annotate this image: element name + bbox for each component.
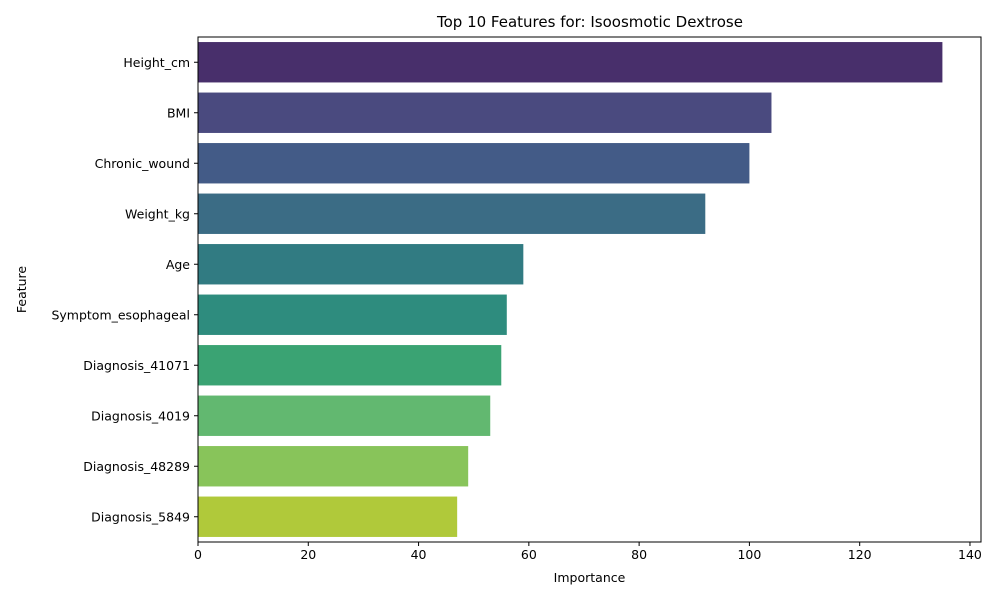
bar-diagnosis-48289 xyxy=(198,446,469,487)
y-axis-label: Feature xyxy=(14,266,29,314)
y-tick-label: Chronic_wound xyxy=(95,156,190,171)
x-tick-label: 60 xyxy=(521,547,537,562)
chart-title: Top 10 Features for: Isoosmotic Dextrose xyxy=(436,13,743,31)
y-tick-label: Height_cm xyxy=(123,55,190,70)
y-tick-label: BMI xyxy=(167,105,190,120)
x-axis-ticks: 0 20 40 60 80 100 120 140 xyxy=(194,542,982,562)
y-tick-label: Weight_kg xyxy=(125,206,190,221)
bar-bmi xyxy=(198,92,772,133)
x-tick-label: 120 xyxy=(848,547,872,562)
x-axis-label: Importance xyxy=(554,570,626,585)
bar-symptom-esophageal xyxy=(198,294,507,335)
y-tick-label: Diagnosis_4019 xyxy=(91,408,190,423)
y-tick-label: Age xyxy=(166,257,190,272)
y-tick-label: Diagnosis_5849 xyxy=(91,509,190,524)
x-tick-label: 100 xyxy=(737,547,761,562)
x-tick-label: 140 xyxy=(958,547,982,562)
bar-diagnosis-4019 xyxy=(198,395,491,436)
x-tick-label: 40 xyxy=(411,547,427,562)
y-tick-label: Symptom_esophageal xyxy=(51,307,190,322)
x-tick-label: 80 xyxy=(631,547,647,562)
y-tick-label: Diagnosis_41071 xyxy=(83,358,190,373)
bar-weight-kg xyxy=(198,193,706,234)
plot-frame xyxy=(197,36,982,543)
bar-diagnosis-5849 xyxy=(198,496,458,537)
bar-age xyxy=(198,244,524,285)
bar-chronic-wound xyxy=(198,143,750,184)
y-tick-label: Diagnosis_48289 xyxy=(83,459,190,474)
x-tick-label: 20 xyxy=(300,547,316,562)
bar-height-cm xyxy=(198,42,943,83)
bar-diagnosis-41071 xyxy=(198,345,502,386)
bars-group xyxy=(198,42,943,537)
y-axis-ticks: Height_cm BMI Chronic_wound Weight_kg Age Sym… xyxy=(51,55,198,524)
x-tick-label: 0 xyxy=(194,547,202,562)
